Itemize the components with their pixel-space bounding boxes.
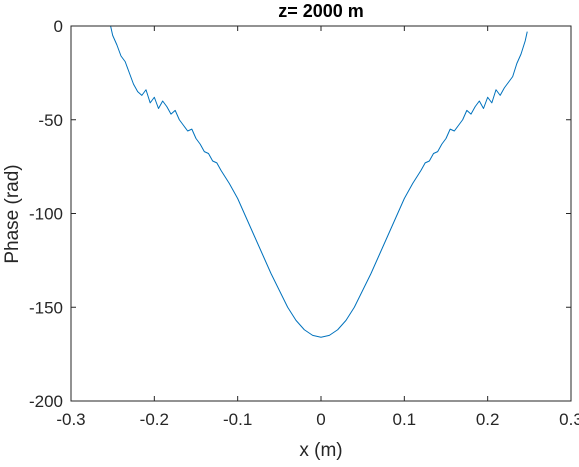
y-tick-label: 0 bbox=[54, 17, 63, 36]
axes-box bbox=[70, 25, 572, 402]
chart-title: z= 2000 m bbox=[278, 1, 364, 21]
x-tick-label: -0.3 bbox=[56, 410, 85, 429]
x-tick-label: 0.2 bbox=[476, 410, 500, 429]
y-tick-label: -150 bbox=[29, 298, 63, 317]
x-tick-label: 0 bbox=[316, 410, 325, 429]
y-tick-label: -50 bbox=[38, 111, 63, 130]
axes: -0.3 -0.2 -0.1 0 0.1 0.2 0.3 -200 -150 -100 -50 0 bbox=[29, 17, 579, 429]
x-tick-label: -0.2 bbox=[140, 410, 169, 429]
y-tick-label: -200 bbox=[29, 392, 63, 411]
series-line-0 bbox=[110, 25, 528, 338]
y-tick-label: -100 bbox=[29, 205, 63, 224]
plot-area bbox=[110, 25, 528, 338]
y-axis-label: Phase (rad) bbox=[2, 164, 23, 263]
x-tick-label: 0.3 bbox=[559, 410, 579, 429]
x-tick-label: 0.1 bbox=[393, 410, 417, 429]
x-axis-label: x (m) bbox=[299, 440, 342, 461]
x-tick-label: -0.1 bbox=[223, 410, 252, 429]
